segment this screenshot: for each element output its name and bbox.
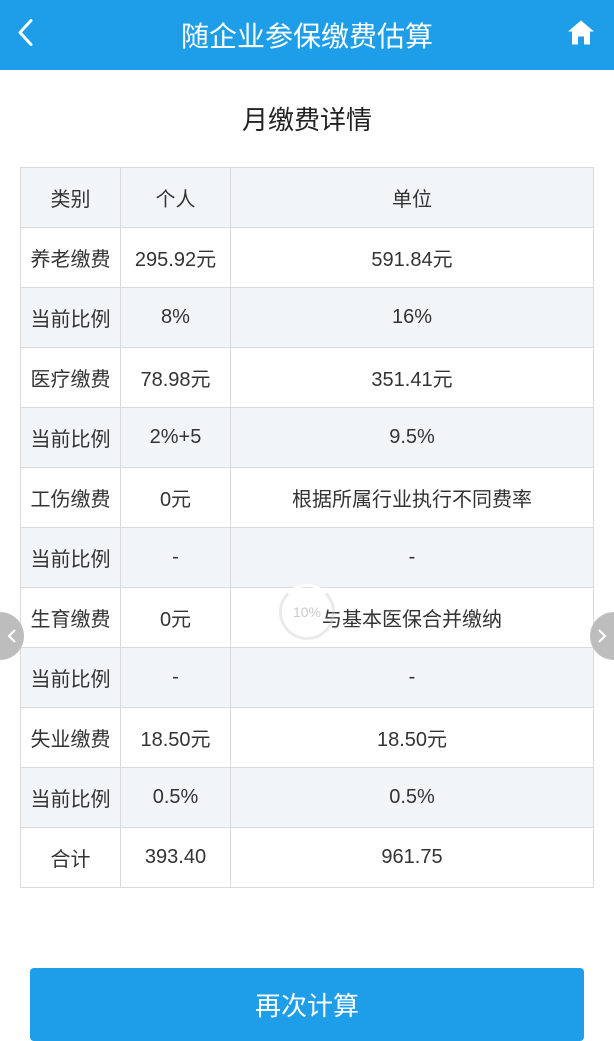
table-cell: 9.5%: [231, 408, 594, 468]
table-row: 当前比例8%16%: [21, 288, 594, 348]
col-header-personal: 个人: [121, 168, 231, 228]
table-cell: -: [121, 528, 231, 588]
table-cell: 0.5%: [231, 768, 594, 828]
page-title: 随企业参保缴费估算: [181, 15, 433, 55]
table-row: 当前比例--: [21, 528, 594, 588]
table-cell: 养老缴费: [21, 228, 121, 288]
table-row: 生育缴费0元与基本医保合并缴纳: [21, 588, 594, 648]
table-cell: 0元: [121, 468, 231, 528]
fee-table: 类别 个人 单位 养老缴费295.92元591.84元当前比例8%16%医疗缴费…: [20, 167, 594, 888]
table-row: 失业缴费18.50元18.50元: [21, 708, 594, 768]
table-row: 工伤缴费0元根据所属行业执行不同费率: [21, 468, 594, 528]
table-cell: 295.92元: [121, 228, 231, 288]
table-row: 合计393.40961.75: [21, 828, 594, 888]
table-row: 当前比例--: [21, 648, 594, 708]
table-cell: 失业缴费: [21, 708, 121, 768]
table-cell: -: [121, 648, 231, 708]
table-cell: 393.40: [121, 828, 231, 888]
table-cell: 961.75: [231, 828, 594, 888]
recalculate-button[interactable]: 再次计算: [30, 968, 584, 1041]
table-cell: 当前比例: [21, 288, 121, 348]
table-cell: 78.98元: [121, 348, 231, 408]
table-cell: 2%+5: [121, 408, 231, 468]
col-header-category: 类别: [21, 168, 121, 228]
table-cell: 当前比例: [21, 528, 121, 588]
table-cell: 根据所属行业执行不同费率: [231, 468, 594, 528]
app-header: 随企业参保缴费估算: [0, 0, 614, 70]
table-cell: 18.50元: [231, 708, 594, 768]
col-header-company: 单位: [231, 168, 594, 228]
table-cell: 与基本医保合并缴纳: [231, 588, 594, 648]
table-cell: 18.50元: [121, 708, 231, 768]
table-cell: 0元: [121, 588, 231, 648]
section-title: 月缴费详情: [0, 100, 614, 137]
table-row: 医疗缴费78.98元351.41元: [21, 348, 594, 408]
home-icon[interactable]: [566, 19, 596, 52]
table-cell: 351.41元: [231, 348, 594, 408]
table-row: 当前比例0.5%0.5%: [21, 768, 594, 828]
table-cell: 生育缴费: [21, 588, 121, 648]
table-header-row: 类别 个人 单位: [21, 168, 594, 228]
table-cell: 当前比例: [21, 648, 121, 708]
table-row: 当前比例2%+59.5%: [21, 408, 594, 468]
back-icon[interactable]: [16, 18, 34, 53]
table-cell: 工伤缴费: [21, 468, 121, 528]
table-cell: 合计: [21, 828, 121, 888]
table-cell: -: [231, 528, 594, 588]
table-row: 养老缴费295.92元591.84元: [21, 228, 594, 288]
table-cell: 当前比例: [21, 768, 121, 828]
table-cell: 8%: [121, 288, 231, 348]
table-cell: 医疗缴费: [21, 348, 121, 408]
table-cell: -: [231, 648, 594, 708]
table-cell: 591.84元: [231, 228, 594, 288]
table-cell: 16%: [231, 288, 594, 348]
table-cell: 0.5%: [121, 768, 231, 828]
table-cell: 当前比例: [21, 408, 121, 468]
